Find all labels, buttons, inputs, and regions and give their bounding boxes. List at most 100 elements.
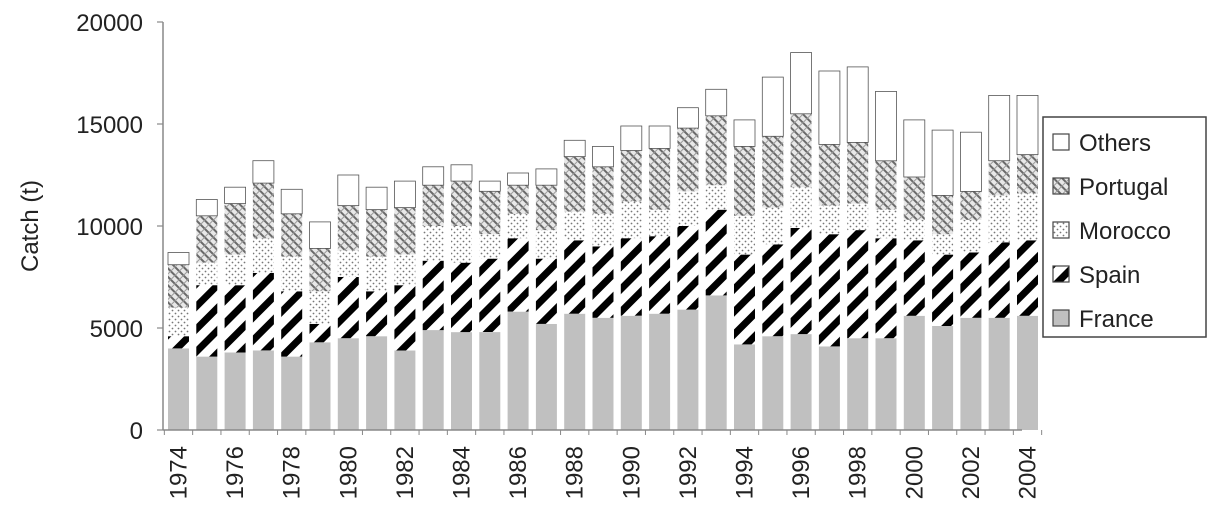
legend-swatch-france: [1052, 309, 1070, 327]
bar-spain-1994: [734, 254, 755, 345]
bar-portugal-1988: [564, 156, 586, 212]
bar-spain-1987: [535, 258, 557, 324]
bar-morocco-2000: [903, 219, 925, 241]
bar-france-1999: [875, 338, 897, 430]
bar-portugal-1979: [309, 248, 331, 292]
y-tick-label: 20000: [76, 10, 143, 37]
bar-france-1984: [451, 332, 472, 430]
bar-morocco-1976: [224, 254, 246, 286]
x-tick-label: 1996: [788, 446, 815, 499]
bar-spain-1990: [620, 238, 642, 316]
bar-morocco-1981: [366, 256, 388, 292]
bar-spain-1991: [649, 236, 671, 314]
x-tick-label: 1976: [222, 446, 249, 499]
bar-morocco-1987: [535, 230, 557, 259]
legend-label-morocco: Morocco: [1079, 218, 1171, 245]
legend-label-others: Others: [1079, 130, 1151, 157]
bar-morocco-1984: [451, 226, 472, 263]
bar-spain-1977: [252, 272, 274, 351]
bar-spain-1974: [168, 336, 189, 349]
bar-spain-2004: [1017, 240, 1038, 316]
bar-france-1976: [224, 352, 246, 430]
bar-france-1988: [564, 313, 586, 430]
bar-others-1993: [705, 88, 728, 117]
bar-morocco-1982: [394, 254, 416, 286]
bar-morocco-1996: [790, 187, 812, 228]
bar-morocco-1988: [564, 211, 586, 241]
legend-swatch-morocco: [1052, 221, 1070, 239]
bar-portugal-1977: [252, 183, 274, 239]
bar-others-1976: [224, 186, 247, 204]
bar-france-1989: [592, 317, 614, 430]
bar-others-1986: [507, 172, 530, 186]
bar-spain-1992: [677, 226, 699, 310]
bar-france-1983: [422, 330, 444, 430]
bar-portugal-1985: [479, 191, 501, 235]
bar-portugal-1992: [677, 128, 699, 192]
bar-portugal-1976: [224, 203, 246, 255]
bar-others-1990: [620, 125, 643, 151]
x-tick-label: 1998: [845, 446, 872, 499]
bar-portugal-2002: [960, 191, 982, 220]
bar-morocco-2001: [932, 234, 954, 255]
bar-portugal-1994: [734, 146, 755, 216]
bar-france-2002: [960, 317, 982, 430]
bar-others-1995: [761, 76, 784, 137]
legend-swatch-portugal: [1052, 177, 1070, 195]
bar-portugal-1980: [337, 205, 359, 251]
legend-swatch-spain: [1052, 265, 1070, 283]
bar-spain-1976: [224, 285, 246, 353]
bar-france-1980: [337, 338, 359, 430]
bar-others-1991: [648, 125, 671, 149]
y-tick-label: 0: [130, 418, 143, 445]
bar-spain-1982: [394, 285, 416, 351]
bar-spain-1984: [451, 262, 472, 333]
bar-morocco-1979: [309, 291, 331, 324]
bar-spain-1975: [196, 285, 218, 357]
bar-france-1979: [309, 342, 331, 430]
bar-morocco-1977: [252, 238, 274, 273]
x-tick-label: 2002: [958, 446, 985, 499]
bar-france-1995: [762, 336, 784, 430]
bar-others-1982: [393, 180, 416, 209]
bar-spain-1997: [818, 234, 840, 347]
x-tick-label: 1974: [166, 446, 193, 499]
x-tick-label: 2000: [901, 446, 928, 499]
x-tick-label: 1980: [335, 446, 362, 499]
bar-portugal-1991: [649, 148, 671, 210]
bar-morocco-1978: [281, 256, 303, 292]
bar-others-1989: [592, 145, 614, 168]
bar-others-1999: [875, 91, 897, 162]
bar-spain-2002: [960, 252, 982, 318]
bar-france-1977: [252, 350, 274, 430]
bar-portugal-1999: [875, 160, 897, 210]
bar-others-2004: [1016, 95, 1039, 156]
bar-others-1980: [337, 174, 360, 207]
bar-portugal-1995: [762, 136, 784, 208]
bar-france-1994: [734, 344, 755, 430]
x-tick-label: 1988: [562, 446, 589, 499]
bar-spain-1999: [875, 238, 897, 339]
bar-spain-2001: [932, 254, 954, 326]
bar-others-2002: [960, 131, 982, 192]
bar-others-1994: [733, 119, 756, 147]
bar-others-1996: [790, 52, 812, 115]
bar-portugal-1981: [366, 209, 388, 257]
bar-others-1974: [167, 252, 190, 266]
plot-area: [167, 52, 1039, 430]
bar-portugal-1989: [592, 166, 614, 214]
bar-spain-1993: [705, 209, 727, 296]
bar-morocco-1985: [479, 234, 501, 259]
bar-others-1981: [365, 186, 388, 210]
bar-others-1979: [309, 221, 331, 249]
x-tick-label: 1986: [505, 446, 532, 499]
bar-france-1986: [507, 311, 529, 430]
bar-spain-2003: [988, 242, 1010, 318]
x-tick-label: 1992: [675, 446, 702, 499]
bar-france-1985: [479, 332, 501, 430]
bar-spain-1996: [790, 228, 812, 335]
bar-others-1992: [677, 107, 699, 129]
bar-portugal-1978: [281, 213, 303, 257]
bar-others-2000: [903, 119, 926, 178]
bar-portugal-2003: [988, 160, 1010, 196]
